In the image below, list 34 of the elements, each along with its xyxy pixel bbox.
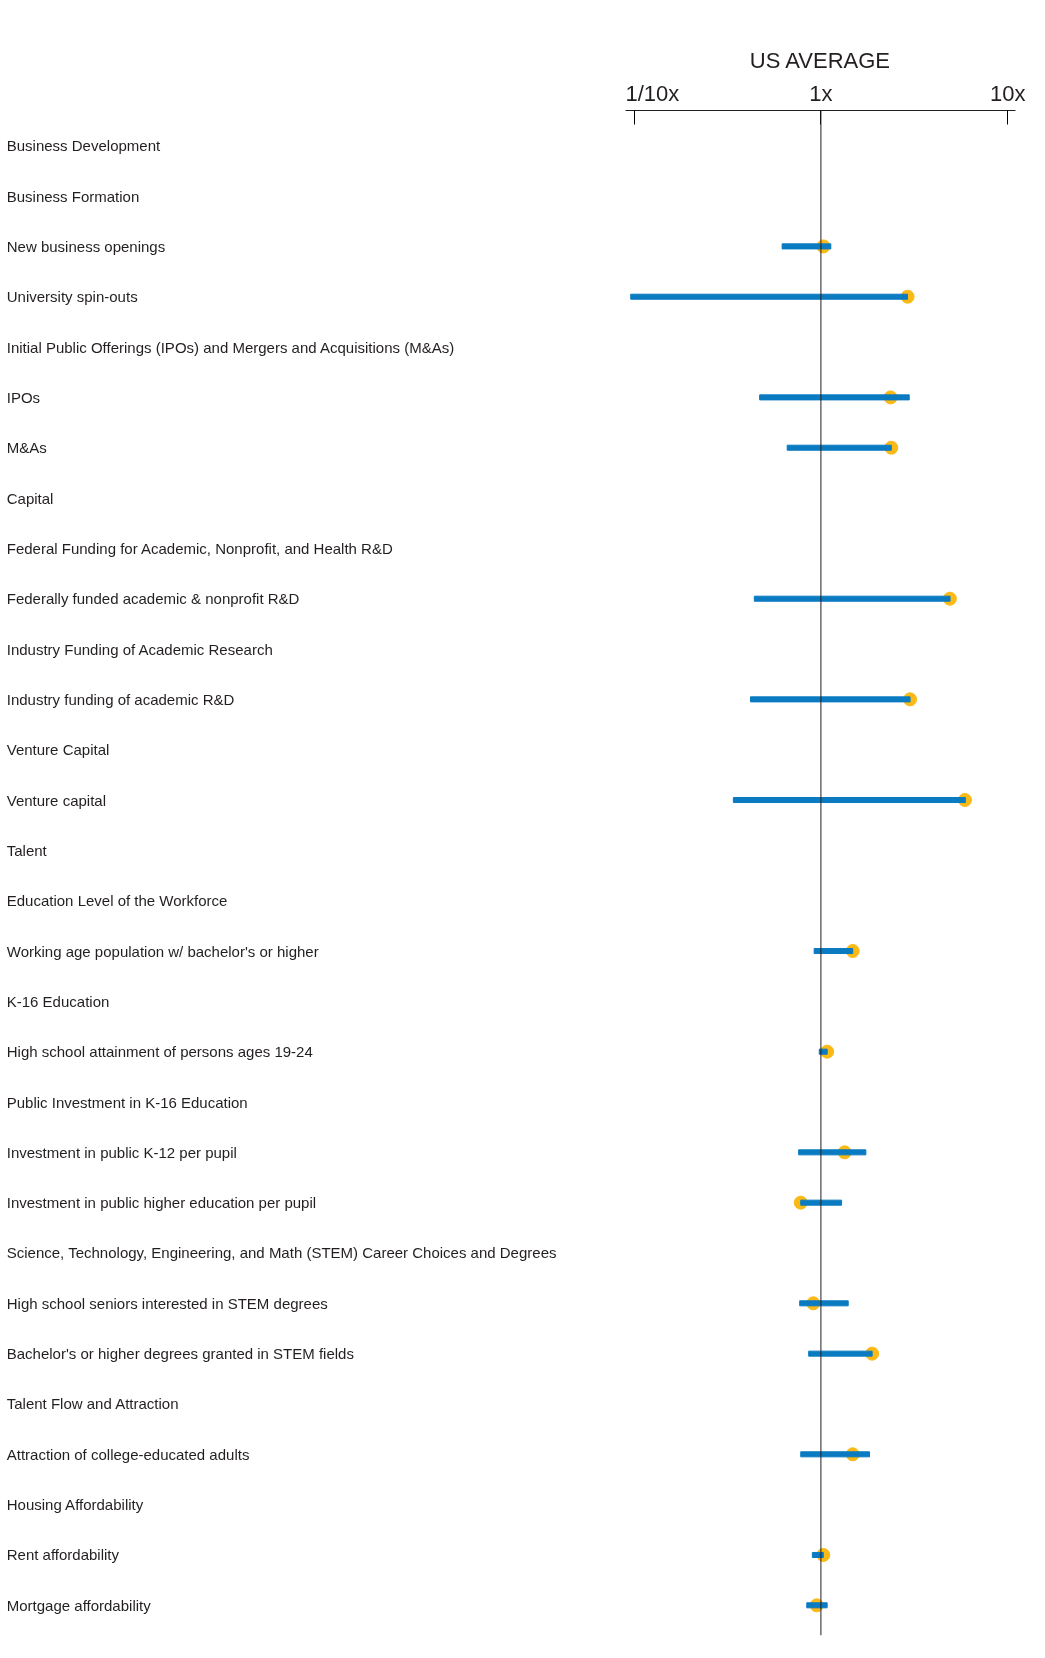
y-tick-label: Investment in public higher education per pupil — [6, 1194, 317, 1212]
y-tick-label: High school seniors interested in STEM degrees — [6, 1294, 328, 1312]
y-tick-label: Talent Flow and Attraction — [6, 1395, 179, 1413]
x-tick-label: 1x — [809, 80, 833, 106]
x-tick-label: 10x — [990, 80, 1026, 106]
y-tick-label: Venture capital — [6, 791, 106, 809]
y-tick-label: Venture Capital — [6, 741, 110, 759]
y-tick-label: Education Level of the Workforce — [6, 892, 228, 910]
y-tick-label: Business Development — [6, 137, 161, 155]
y-tick-label: Business Formation — [6, 187, 140, 205]
y-tick-label: Industry Funding of Academic Research — [6, 640, 273, 658]
y-tick-label: Working age population w/ bachelor's or higher — [6, 942, 319, 960]
y-tick-label: IPOs — [6, 388, 41, 406]
y-tick-label: Investment in public K-12 per pupil — [6, 1143, 237, 1161]
y-tick-label: Housing Affordability — [6, 1496, 144, 1514]
y-tick-label: Capital — [6, 489, 54, 507]
y-tick-label: University spin-outs — [6, 288, 138, 306]
y-tick-label: Mortgage affordability — [6, 1596, 152, 1614]
y-tick-label: High school attainment of persons ages 19-24 — [6, 1043, 313, 1061]
ref-line-label: US AVERAGE — [749, 47, 890, 73]
y-tick-label: K-16 Education — [6, 992, 110, 1010]
y-tick-label: Federally funded academic & nonprofit R&D — [6, 590, 300, 608]
y-tick-label: Initial Public Offerings (IPOs) and Mergers and Acquisitions (M&As) — [6, 338, 455, 356]
y-tick-label: Rent affordability — [6, 1546, 120, 1564]
y-tick-label: Talent — [6, 841, 48, 859]
y-tick-label: Science, Technology, Engineering, and Math (STEM) Career Choices and Degrees — [6, 1244, 557, 1262]
x-tick-label: 1/10x — [625, 80, 680, 106]
y-tick-label: Federal Funding for Academic, Nonprofit, and Health R&D — [6, 539, 393, 557]
y-tick-label: Bachelor's or higher degrees granted in STEM fields — [6, 1345, 354, 1363]
y-tick-label: M&As — [6, 439, 47, 457]
y-tick-label: New business openings — [6, 237, 166, 255]
y-tick-label: Attraction of college-educated adults — [6, 1445, 250, 1463]
y-tick-label: Public Investment in K-16 Education — [6, 1093, 248, 1111]
y-tick-label: Industry funding of academic R&D — [6, 690, 235, 708]
